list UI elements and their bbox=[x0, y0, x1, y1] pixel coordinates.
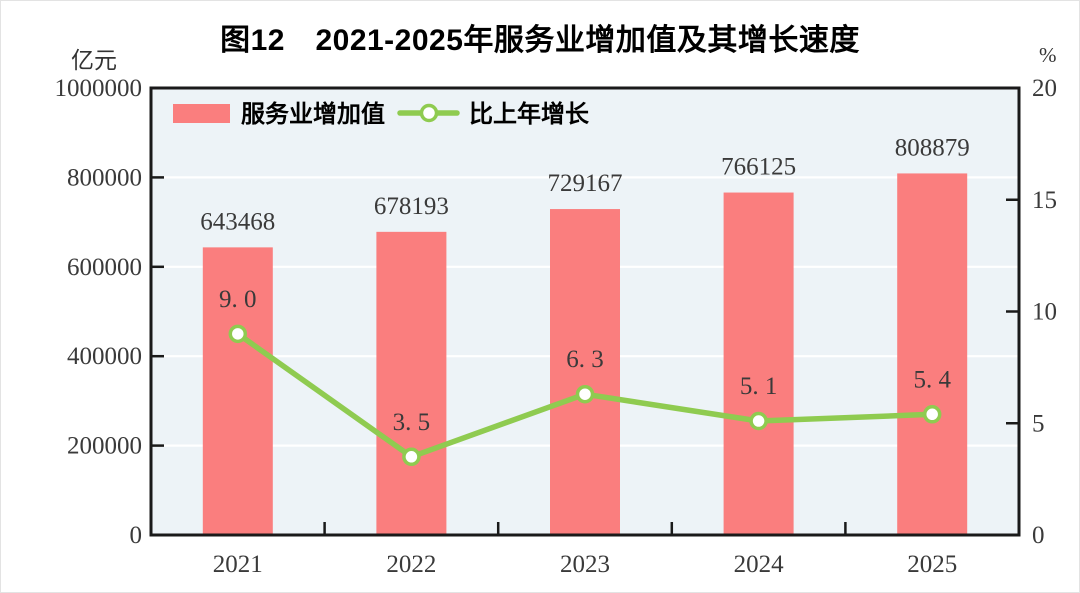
marker-2025 bbox=[922, 405, 942, 424]
left-tick-label-600000: 600000 bbox=[67, 254, 142, 281]
bar-value-label-2023: 729167 bbox=[548, 170, 623, 197]
growth-value-label-2025: 5. 4 bbox=[913, 366, 951, 393]
bar-2025 bbox=[897, 173, 968, 535]
growth-value-label-2021: 9. 0 bbox=[219, 286, 257, 313]
left-axis-unit-label: 亿元 bbox=[71, 48, 117, 73]
bar-value-label-2025: 808879 bbox=[895, 134, 970, 161]
bar-2024 bbox=[723, 192, 794, 536]
left-tick-label-0: 0 bbox=[130, 522, 143, 549]
x-category-label-2025: 2025 bbox=[907, 551, 957, 578]
marker-2023 bbox=[575, 384, 595, 404]
legend-bar-label: 服务业增加值 bbox=[241, 100, 385, 128]
growth-value-label-2024: 5. 1 bbox=[740, 373, 778, 400]
right-axis-unit-label: % bbox=[1039, 43, 1057, 67]
x-category-label-2022: 2022 bbox=[386, 551, 436, 578]
left-tick-label-200000: 200000 bbox=[67, 433, 142, 460]
right-tick-label-20: 20 bbox=[1032, 75, 1057, 102]
x-category-label-2021: 2021 bbox=[213, 551, 263, 578]
chart-title: 图12 2021-2025年服务业增加值及其增长速度 bbox=[220, 24, 860, 57]
right-axis: 20 15 10 5 0 bbox=[1006, 75, 1057, 549]
left-tick-label-1000000: 1000000 bbox=[55, 75, 143, 102]
x-category-label-2024: 2024 bbox=[734, 551, 785, 578]
bar-series: 643468 678193 729167 766125 808879 bbox=[200, 134, 970, 536]
x-axis-ticks bbox=[323, 522, 847, 535]
right-tick-label-10: 10 bbox=[1032, 299, 1057, 326]
left-axis: 1000000 800000 600000 400000 200000 0 bbox=[55, 75, 164, 549]
growth-value-label-2022: 3. 5 bbox=[393, 409, 431, 436]
left-tick-label-800000: 800000 bbox=[67, 164, 142, 191]
bar-value-label-2021: 643468 bbox=[200, 208, 275, 235]
marker-2024 bbox=[749, 411, 768, 431]
x-axis-labels: 2021 2022 2023 2024 2025 bbox=[213, 551, 957, 578]
bar-value-label-2024: 766125 bbox=[721, 154, 796, 181]
bar-2023 bbox=[550, 209, 620, 535]
right-tick-label-0: 0 bbox=[1032, 522, 1045, 549]
line-markers: 9. 0 3. 5 6. 3 5. 1 5. 4 bbox=[219, 286, 951, 467]
right-tick-label-5: 5 bbox=[1032, 410, 1045, 437]
legend: 服务业增加值 比上年增长 bbox=[173, 100, 590, 128]
legend-line-label: 比上年增长 bbox=[469, 100, 590, 128]
legend-line-marker bbox=[419, 103, 439, 123]
left-tick-label-400000: 400000 bbox=[67, 343, 142, 370]
right-tick-label-15: 15 bbox=[1032, 187, 1057, 214]
legend-bar-swatch bbox=[173, 104, 230, 123]
marker-2022 bbox=[402, 447, 421, 467]
growth-value-label-2023: 6. 3 bbox=[566, 346, 604, 373]
bar-2021 bbox=[202, 247, 273, 535]
bar-2022 bbox=[376, 231, 447, 536]
marker-2021 bbox=[228, 324, 248, 344]
bar-value-label-2022: 678193 bbox=[374, 193, 449, 220]
x-category-label-2023: 2023 bbox=[560, 551, 610, 578]
